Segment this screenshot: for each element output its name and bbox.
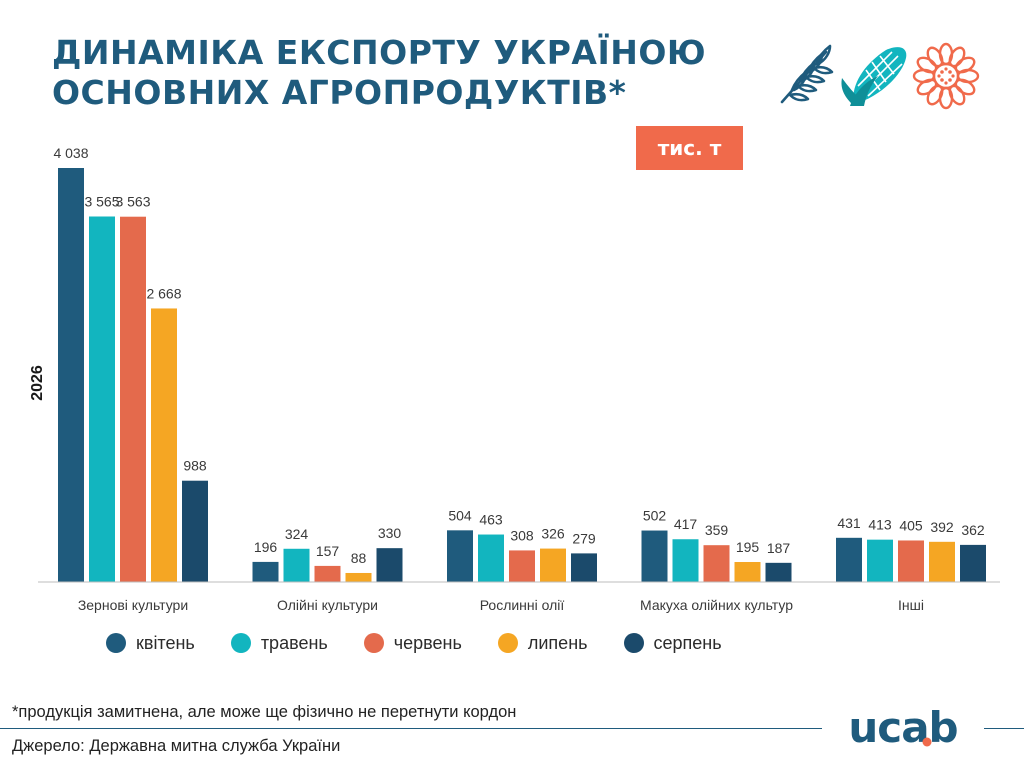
legend-swatch (106, 633, 126, 653)
bar-value-label: 504 (448, 507, 472, 523)
crop-icons (780, 42, 980, 110)
bar-value-label: 405 (899, 517, 923, 533)
bar (929, 541, 955, 582)
bar (120, 216, 146, 582)
bar-value-label: 157 (316, 543, 340, 559)
legend-item: липень (497, 632, 588, 654)
logo-text: ucab (848, 706, 957, 752)
bar-value-label: 187 (767, 540, 791, 556)
bar-value-label: 417 (674, 516, 698, 532)
legend-item: серпень (623, 632, 722, 654)
bar-value-label: 308 (510, 527, 534, 543)
bar-value-label: 2 668 (146, 285, 181, 301)
bar (252, 561, 279, 582)
bar-value-label: 326 (541, 526, 565, 542)
chart-title-line-2: ОСНОВНИХ АГРОПРОДУКТІВ* (52, 73, 627, 112)
bar-value-label: 195 (736, 539, 760, 555)
bar-value-label: 279 (572, 530, 596, 546)
bar-value-label: 362 (961, 522, 985, 538)
bar (672, 539, 699, 582)
category-label: Рослинні олії (480, 597, 565, 613)
legend-swatch (497, 633, 518, 653)
category-labels-group: Зернові культури Олійні культури Рослинні … (78, 597, 924, 613)
bar (960, 544, 986, 582)
legend-label: серпень (653, 632, 722, 653)
legend-label: квітень (136, 632, 195, 653)
sunflower-icon (912, 42, 980, 110)
logo-dot (922, 737, 932, 747)
source-note: Джерело: Державна митна служба України (12, 737, 341, 755)
bar (703, 545, 730, 582)
ucab-logo: ucab (832, 706, 974, 752)
legend-item: квітень (106, 633, 195, 654)
legend-swatch (623, 633, 644, 653)
bar-value-label: 330 (378, 525, 402, 541)
bar-value-label: 324 (285, 526, 309, 542)
bar-value-label: 502 (643, 508, 667, 524)
bar (182, 480, 208, 582)
bar (734, 562, 761, 582)
legend-label: червень (393, 632, 462, 653)
bar-value-label: 88 (351, 550, 367, 566)
legend-swatch (363, 633, 384, 653)
bar-value-label: 3 565 (84, 193, 119, 209)
bar (89, 216, 115, 582)
category-label: Зернові культури (78, 597, 188, 613)
bar-value-label: 4 038 (53, 145, 88, 161)
category-label: Інші (898, 597, 924, 613)
chart-title: ДИНАМІКА ЕКСПОРТУ УКРАЇНОЮ ОСНОВНИХ АГРО… (52, 33, 706, 113)
wheat-icon (780, 44, 834, 104)
bar (540, 548, 566, 582)
bar (836, 537, 862, 582)
bar-value-label: 3 563 (115, 194, 150, 210)
bar (151, 308, 177, 582)
legend-item: червень (363, 632, 462, 654)
bar (376, 548, 403, 582)
bar (447, 530, 473, 582)
legend: квітень травень червень липень серпень (106, 630, 758, 656)
legend-item: травень (230, 632, 328, 654)
bar-value-label: 988 (183, 458, 207, 474)
bar (345, 572, 372, 582)
bar (571, 553, 597, 582)
bar-value-label: 392 (930, 519, 954, 535)
corn-icon (841, 47, 907, 106)
bar (765, 562, 792, 582)
bar-value-label: 359 (705, 522, 729, 538)
bar-value-label: 431 (837, 515, 861, 531)
bar (898, 540, 924, 582)
bar (58, 168, 84, 582)
bars-group (58, 168, 986, 582)
bar-value-label: 196 (254, 539, 278, 555)
unit-badge: тис. т (636, 126, 743, 170)
bar (509, 550, 535, 582)
legend-label: липень (527, 632, 588, 653)
legend-label: травень (260, 632, 328, 653)
divider-line (0, 728, 822, 729)
category-label: Олійні культури (277, 597, 378, 613)
category-label: Макуха олійних культур (640, 597, 793, 613)
bar (641, 530, 668, 582)
bar (314, 565, 341, 582)
chart-title-line-1: ДИНАМІКА ЕКСПОРТУ УКРАЇНОЮ (52, 33, 707, 72)
divider-line-right (984, 728, 1024, 729)
bar-value-label: 463 (479, 512, 503, 528)
footnote: *продукція замитнена, але може ще фізичн… (12, 703, 517, 721)
bar-value-label: 413 (868, 517, 892, 533)
bar (867, 539, 893, 582)
bar (478, 534, 504, 582)
bar (283, 548, 310, 582)
legend-swatch (230, 633, 251, 653)
